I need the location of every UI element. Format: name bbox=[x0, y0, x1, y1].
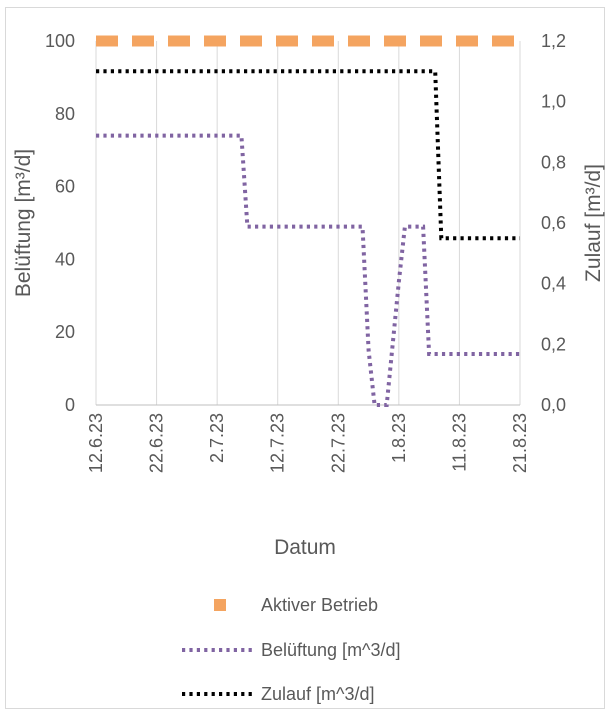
y-tick-label-left: 40 bbox=[55, 249, 75, 269]
y-tick-label-right: 0,4 bbox=[541, 274, 566, 294]
y-tick-label-right: 0,6 bbox=[541, 213, 566, 233]
series-line-3 bbox=[96, 69, 520, 241]
x-tick-label: 12.7.23 bbox=[268, 413, 288, 473]
x-tick-label: 21.8.23 bbox=[510, 413, 530, 473]
y-axis-title-left: Belüftung [m³/d] bbox=[12, 149, 35, 297]
legend-label: Belüftung [m^3/d] bbox=[261, 640, 401, 660]
x-tick-label: 2.7.23 bbox=[207, 413, 227, 463]
y-tick-label-left: 20 bbox=[55, 322, 75, 342]
chart-svg: 12.6.23 22.6.23 2.7.23 12.7.23 22.7.23 1.8.23… bbox=[12, 31, 605, 704]
y-tick-label-left: 100 bbox=[45, 31, 75, 51]
gridlines bbox=[95, 41, 521, 405]
chart-frame: 12.6.23 22.6.23 2.7.23 12.7.23 22.7.23 1.8.23… bbox=[5, 7, 605, 709]
y-tick-label-right: 1,2 bbox=[541, 31, 566, 51]
y-tick-label-right: 0,2 bbox=[541, 334, 566, 354]
y-axis-title-right: Zulauf [m³/d] bbox=[582, 164, 605, 282]
series-layer bbox=[96, 35, 520, 407]
x-tick-label: 12.6.23 bbox=[86, 413, 106, 473]
x-axis-title: Datum bbox=[274, 536, 336, 559]
y-tick-label-left: 0 bbox=[65, 395, 75, 415]
x-tick-label: 22.6.23 bbox=[147, 413, 167, 473]
legend-label: Zulauf [m^3/d] bbox=[261, 684, 375, 704]
series-line-2 bbox=[96, 133, 520, 407]
legend: Aktiver Betrieb Belüftung [m^3/d] Zulauf [… bbox=[182, 595, 401, 704]
y-tick-label-left: 60 bbox=[55, 177, 75, 197]
y-tick-label-right: 0,8 bbox=[541, 152, 566, 172]
y-tick-label-left: 80 bbox=[55, 104, 75, 124]
y-tick-label-right: 1,0 bbox=[541, 92, 566, 112]
y-tick-label-right: 0,0 bbox=[541, 395, 566, 415]
x-tick-label: 22.7.23 bbox=[328, 413, 348, 473]
tick-labels: 12.6.23 22.6.23 2.7.23 12.7.23 22.7.23 1.8.23… bbox=[45, 31, 566, 473]
x-tick-label: 11.8.23 bbox=[449, 413, 469, 472]
legend-swatch bbox=[214, 599, 226, 611]
x-tick-label: 1.8.23 bbox=[389, 413, 409, 463]
legend-label: Aktiver Betrieb bbox=[261, 595, 378, 615]
